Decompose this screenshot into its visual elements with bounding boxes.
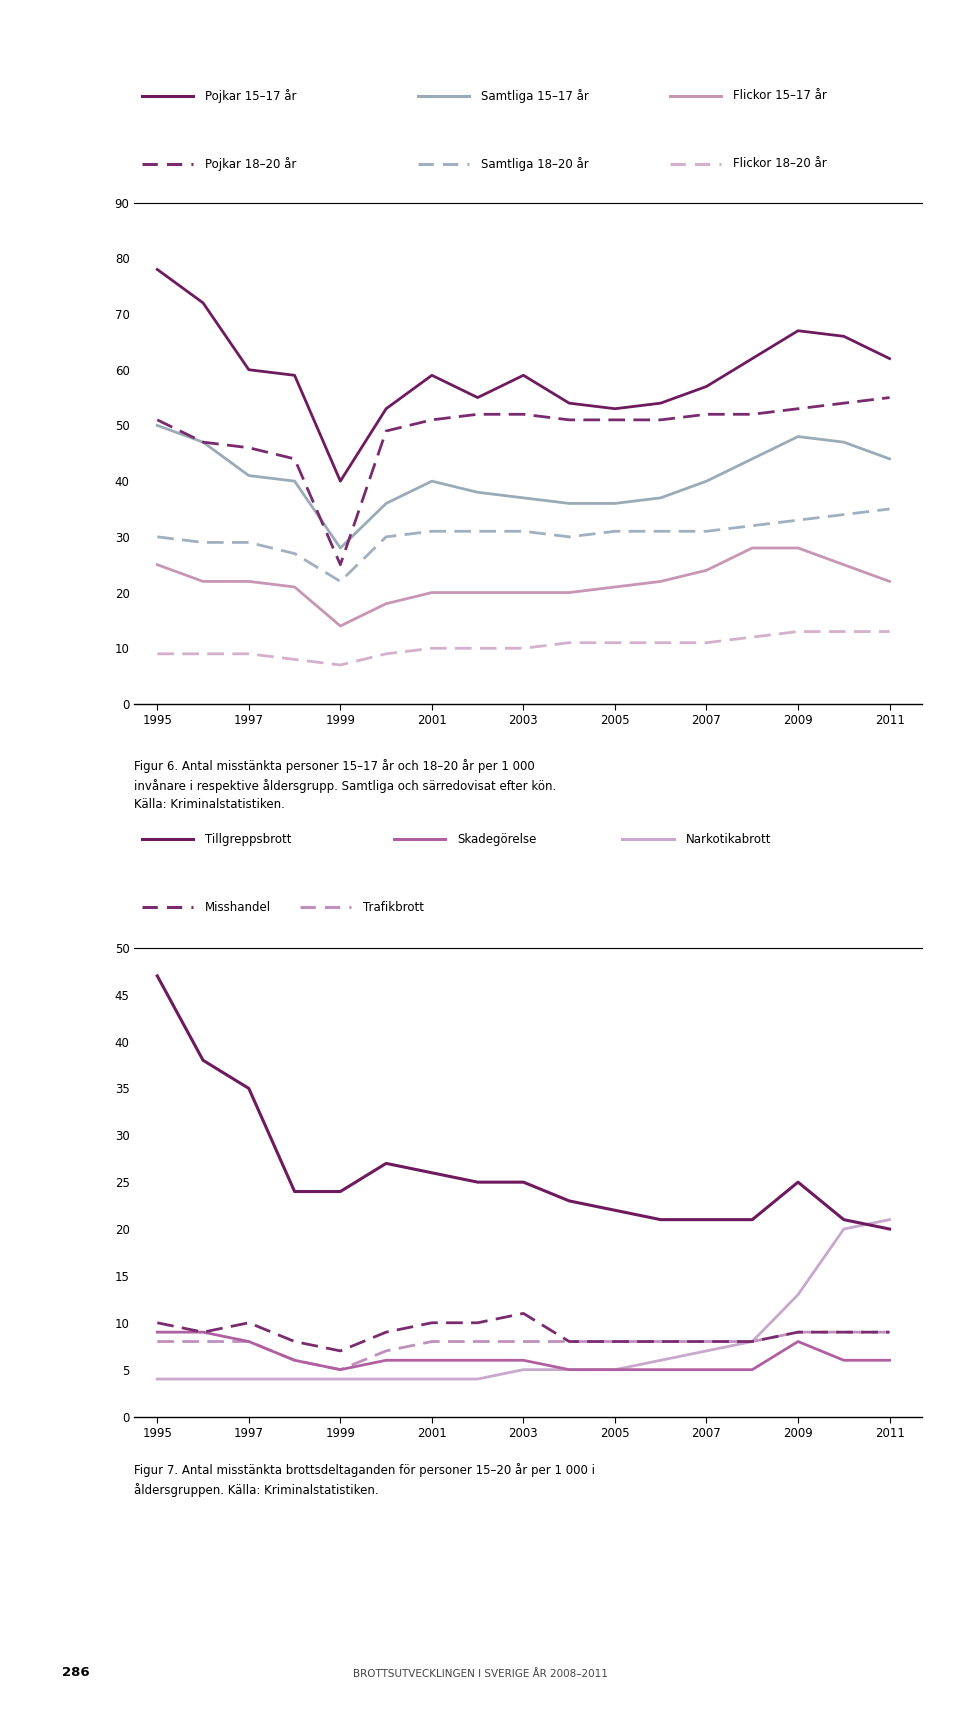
Text: BROTTSUTVECKLINGEN I SVERIGE ÅR 2008–2011: BROTTSUTVECKLINGEN I SVERIGE ÅR 2008–201…: [352, 1669, 608, 1679]
Text: Samtliga 15–17 år: Samtliga 15–17 år: [481, 89, 588, 103]
Text: Figur 6. Antal misstänkta personer 15–17 år och 18–20 år per 1 000
invånare i re: Figur 6. Antal misstänkta personer 15–17…: [134, 759, 557, 812]
Text: Fördjupning: Fördjupning: [16, 1197, 30, 1276]
Text: Narkotikabrott: Narkotikabrott: [685, 833, 771, 846]
Text: Flickor 18–20 år: Flickor 18–20 år: [732, 158, 827, 170]
Text: Figur 7. Antal misstänkta brottsdeltaganden för personer 15–20 år per 1 000 i
ål: Figur 7. Antal misstänkta brottsdeltagan…: [134, 1463, 595, 1497]
Text: Ungdomsbrottslighetens utveckling speglad i olika källor: Ungdomsbrottslighetens utveckling spegla…: [18, 302, 28, 625]
Text: Skadegörelse: Skadegörelse: [457, 833, 537, 846]
Text: Tillgreppsbrott: Tillgreppsbrott: [205, 833, 292, 846]
Text: Samtliga 18–20 år: Samtliga 18–20 år: [481, 156, 588, 172]
Text: Flickor 15–17 år: Flickor 15–17 år: [732, 89, 827, 103]
Text: Pojkar 18–20 år: Pojkar 18–20 år: [205, 156, 297, 172]
Text: Misshandel: Misshandel: [205, 901, 272, 913]
Text: Pojkar 15–17 år: Pojkar 15–17 år: [205, 89, 297, 103]
Text: Trafikbrott: Trafikbrott: [363, 901, 423, 913]
Text: 286: 286: [62, 1665, 90, 1679]
